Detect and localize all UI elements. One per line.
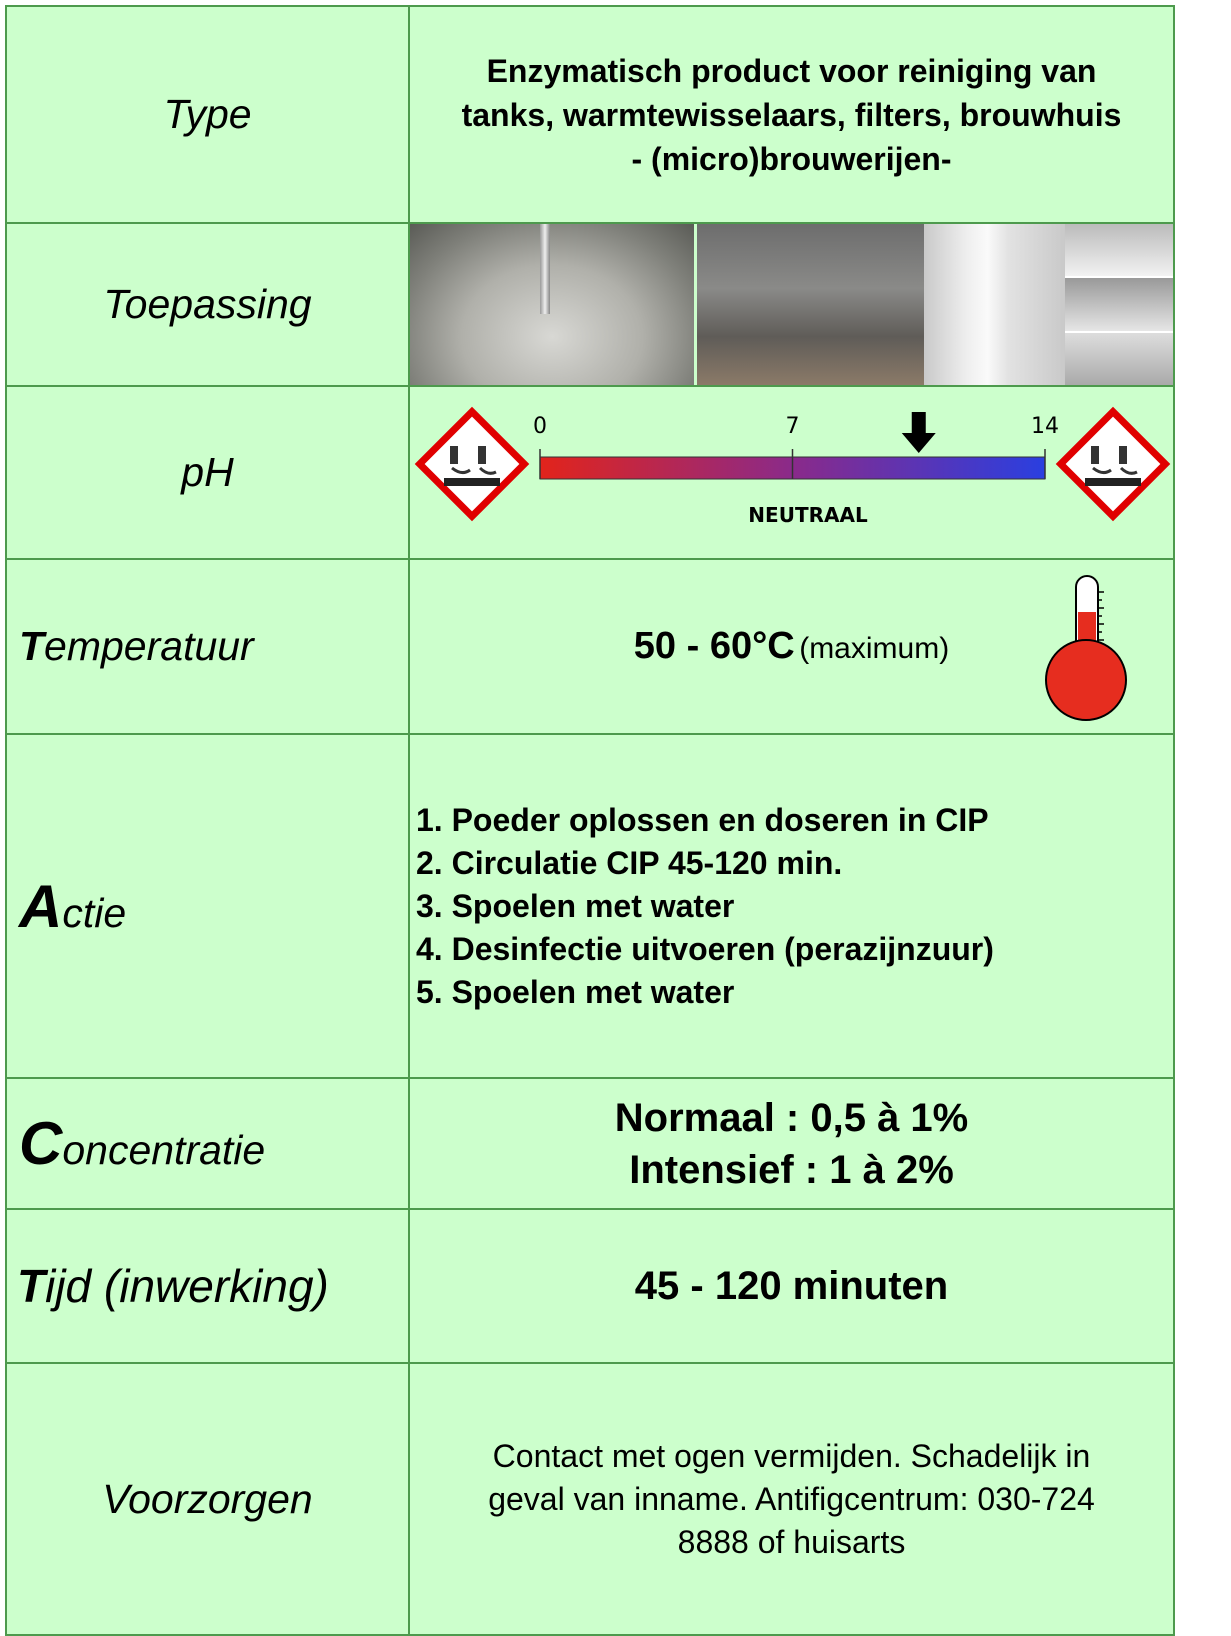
detail-photo xyxy=(1065,331,1173,385)
ph-label: NEUTRAAL xyxy=(748,503,868,527)
heat-exchanger-photo xyxy=(697,224,925,385)
images-cell xyxy=(409,223,1174,386)
row-label: Tijd (inwerking) xyxy=(6,1209,409,1363)
images xyxy=(410,224,1173,385)
filter-photo xyxy=(924,224,1065,385)
row-label: pH xyxy=(6,386,409,559)
page: {"rows": [ {"label": "Type", "lines": ["… xyxy=(0,0,1231,1634)
row-label: Temperatuur xyxy=(6,559,409,734)
tick-label: 14 xyxy=(1031,414,1059,439)
text-line: Intensief : 1 à 2% xyxy=(410,1144,1173,1196)
precautions: Contact met ogen vermijden. Schadelijk i… xyxy=(410,1435,1173,1564)
ph-scale: NEUTRAAL 0 7 14 xyxy=(410,387,1176,558)
text-line: tanks, warmtewisselaars, filters, brouwh… xyxy=(410,93,1173,137)
hazard-pictogram xyxy=(420,412,525,517)
time-cell: 45 - 120 minuten xyxy=(409,1209,1174,1363)
action-step: 2. Circulatie CIP 45-120 min. xyxy=(416,842,1173,885)
detail-photo xyxy=(1065,224,1173,276)
text-line: - (micro)brouwerijen- xyxy=(410,137,1173,181)
ph-cell: NEUTRAAL 0 7 14 xyxy=(409,386,1174,559)
action-step: 4. Desinfectie uitvoeren (perazijnzuur) xyxy=(416,928,1173,971)
temperature: 50 - 60°C xyxy=(634,625,795,667)
action-step: 1. Poeder oplossen en doseren in CIP xyxy=(416,799,1173,842)
row-label: Voorzorgen xyxy=(6,1363,409,1635)
action-step: 3. Spoelen met water xyxy=(416,885,1173,928)
text-line: Normaal : 0,5 à 1% xyxy=(410,1092,1173,1144)
ph-arrow xyxy=(902,412,936,453)
row-label: Concentratie xyxy=(6,1078,409,1209)
action-step: 5. Spoelen met water xyxy=(416,971,1173,1014)
product-sheet: Type Enzymatisch product voor reiniging … xyxy=(5,5,1175,1636)
pipe xyxy=(540,224,550,314)
concentration-cell: Normaal : 0,5 à 1% Intensief : 1 à 2% xyxy=(409,1078,1174,1209)
type-text: Enzymatisch product voor reiniging van t… xyxy=(410,49,1173,181)
temperature-note: (maximum) xyxy=(799,632,949,665)
row-label: Toepassing xyxy=(6,223,409,386)
thermometer-icon xyxy=(1040,572,1132,722)
precautions-cell: Contact met ogen vermijden. Schadelijk i… xyxy=(409,1363,1174,1635)
tick-label: 0 xyxy=(533,414,547,439)
hazard-pictogram xyxy=(1061,412,1166,517)
time: 45 - 120 minuten xyxy=(410,1264,1173,1309)
row-label: Actie xyxy=(6,734,409,1078)
tank-photo xyxy=(410,224,694,385)
temperature-cell: 50 - 60°C (maximum) xyxy=(409,559,1174,734)
concentration: Normaal : 0,5 à 1% Intensief : 1 à 2% xyxy=(410,1092,1173,1196)
filter-detail-photos xyxy=(1065,224,1173,385)
row-label: Type xyxy=(6,6,409,223)
detail-photo xyxy=(1065,276,1173,330)
tick-label: 7 xyxy=(786,414,800,439)
text-line: Enzymatisch product voor reiniging van xyxy=(410,49,1173,93)
type-cell: Enzymatisch product voor reiniging van t… xyxy=(409,6,1174,223)
